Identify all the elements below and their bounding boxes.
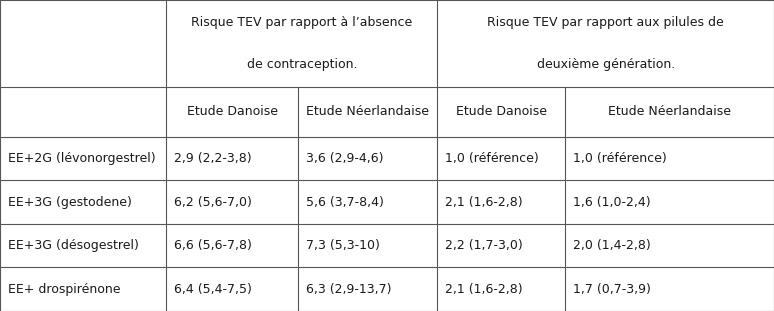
Text: 2,1 (1,6-2,8): 2,1 (1,6-2,8) [445, 196, 522, 209]
Text: EE+ drospirénone: EE+ drospirénone [8, 283, 120, 296]
Text: 2,9 (2,2-3,8): 2,9 (2,2-3,8) [174, 152, 252, 165]
Text: EE+3G (gestodene): EE+3G (gestodene) [8, 196, 132, 209]
Text: 6,4 (5,4-7,5): 6,4 (5,4-7,5) [174, 283, 252, 296]
Text: Risque TEV par rapport à l’absence

de contraception.: Risque TEV par rapport à l’absence de co… [191, 16, 413, 71]
Text: 2,1 (1,6-2,8): 2,1 (1,6-2,8) [445, 283, 522, 296]
Text: 2,2 (1,7-3,0): 2,2 (1,7-3,0) [445, 239, 522, 252]
Text: 1,0 (référence): 1,0 (référence) [445, 152, 539, 165]
Text: 2,0 (1,4-2,8): 2,0 (1,4-2,8) [573, 239, 650, 252]
Text: 3,6 (2,9-4,6): 3,6 (2,9-4,6) [306, 152, 383, 165]
Text: 1,6 (1,0-2,4): 1,6 (1,0-2,4) [573, 196, 650, 209]
Text: Etude Néerlandaise: Etude Néerlandaise [608, 105, 731, 118]
Text: 1,7 (0,7-3,9): 1,7 (0,7-3,9) [573, 283, 651, 296]
Text: Etude Danoise: Etude Danoise [187, 105, 278, 118]
Text: 5,6 (3,7-8,4): 5,6 (3,7-8,4) [306, 196, 384, 209]
Text: 6,2 (5,6-7,0): 6,2 (5,6-7,0) [174, 196, 252, 209]
Text: Etude Néerlandaise: Etude Néerlandaise [307, 105, 429, 118]
Text: EE+2G (lévonorgestrel): EE+2G (lévonorgestrel) [8, 152, 156, 165]
Text: 7,3 (5,3-10): 7,3 (5,3-10) [306, 239, 379, 252]
Text: 1,0 (référence): 1,0 (référence) [573, 152, 666, 165]
Text: 6,3 (2,9-13,7): 6,3 (2,9-13,7) [306, 283, 391, 296]
Text: 6,6 (5,6-7,8): 6,6 (5,6-7,8) [174, 239, 252, 252]
Text: Risque TEV par rapport aux pilules de

deuxième génération.: Risque TEV par rapport aux pilules de de… [488, 16, 724, 71]
Text: Etude Danoise: Etude Danoise [456, 105, 546, 118]
Text: EE+3G (désogestrel): EE+3G (désogestrel) [8, 239, 139, 252]
